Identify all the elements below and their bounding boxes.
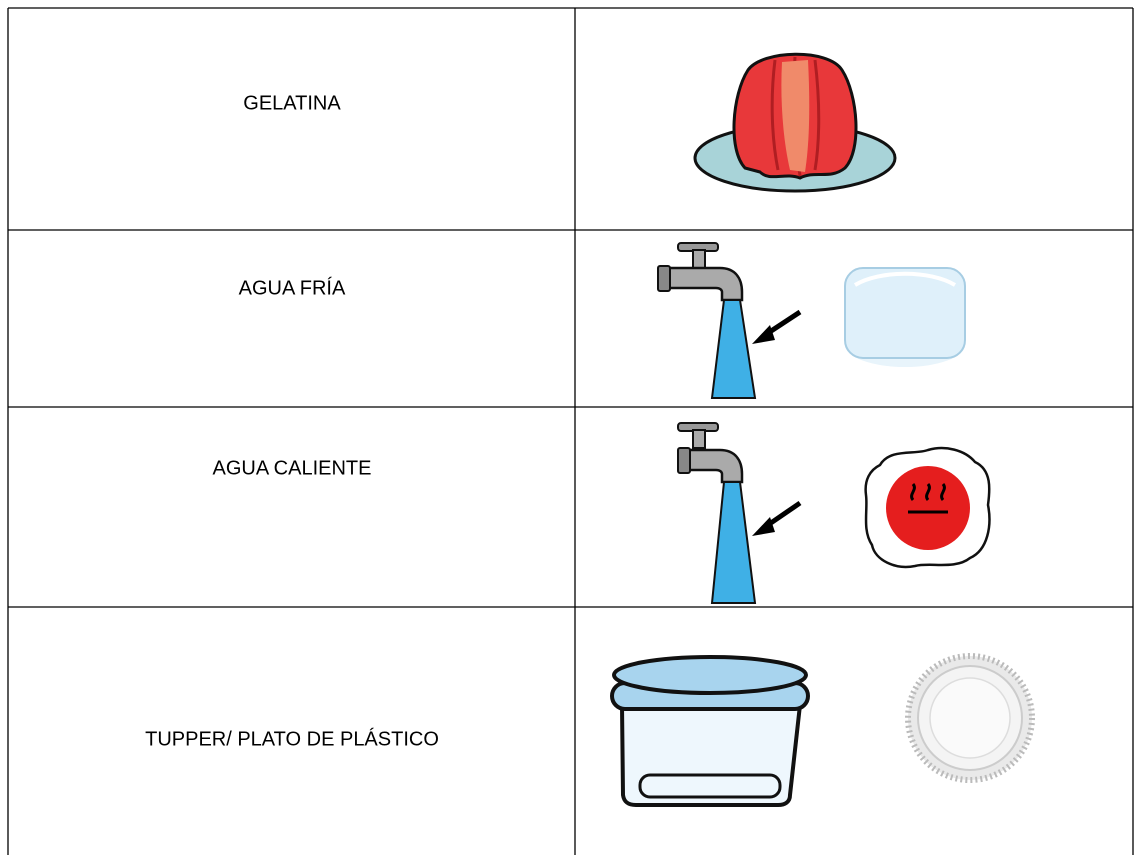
faucet-icon — [657, 242, 802, 399]
hot-icon — [864, 446, 991, 569]
jelly-icon — [693, 52, 897, 193]
plate-icon — [905, 653, 1035, 783]
ice-icon — [844, 267, 966, 367]
row-label: TUPPER/ PLATO DE PLÁSTICO — [145, 727, 439, 750]
container-icon — [610, 655, 810, 807]
row-label: GELATINA — [243, 92, 341, 114]
faucet-icon — [677, 422, 802, 604]
row-label: AGUA FRÍA — [239, 276, 346, 299]
row-label: AGUA CALIENTE — [213, 457, 372, 479]
